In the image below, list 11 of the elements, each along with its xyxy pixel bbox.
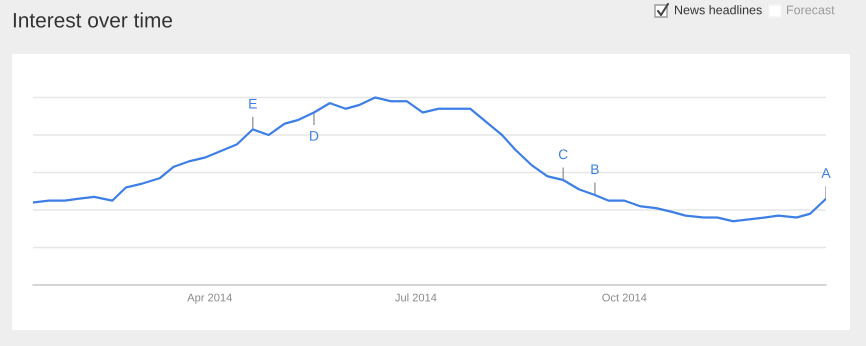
annotation: A	[821, 168, 831, 178]
x-tick-label: Jul 2014	[395, 293, 437, 302]
annotation: E	[249, 98, 257, 108]
x-tick-label: Apr 2014	[187, 294, 232, 304]
annotation: B	[591, 164, 599, 174]
text: News headlines	[675, 5, 762, 14]
text: Forecast	[787, 6, 835, 14]
annotation: C	[558, 149, 568, 160]
chart-title: Interest over time	[14, 12, 172, 28]
annotation: D	[310, 131, 318, 141]
x-tick-label: Oct 2014	[602, 294, 647, 302]
